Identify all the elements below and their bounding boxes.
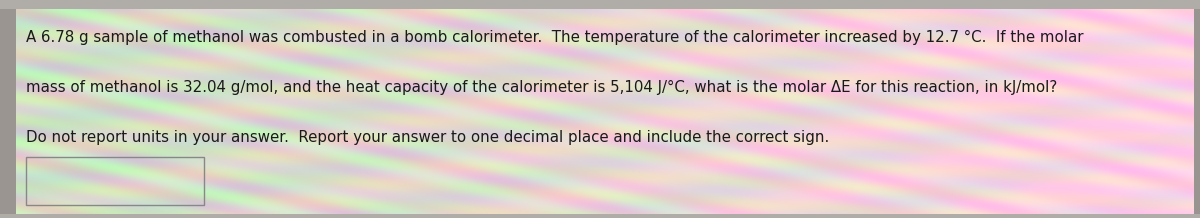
Text: A 6.78 g sample of methanol was combusted in a bomb calorimeter.  The temperatur: A 6.78 g sample of methanol was combuste…	[26, 30, 1084, 44]
Text: mass of methanol is 32.04 g/mol, and the heat capacity of the calorimeter is 5,1: mass of methanol is 32.04 g/mol, and the…	[26, 80, 1057, 95]
Bar	[26, 157, 204, 205]
Bar	[0, 0, 16, 218]
Bar	[1194, 0, 1200, 218]
Bar	[0, 0, 1200, 9]
Bar	[0, 214, 1200, 218]
Text: Do not report units in your answer.  Report your answer to one decimal place and: Do not report units in your answer. Repo…	[26, 130, 829, 145]
